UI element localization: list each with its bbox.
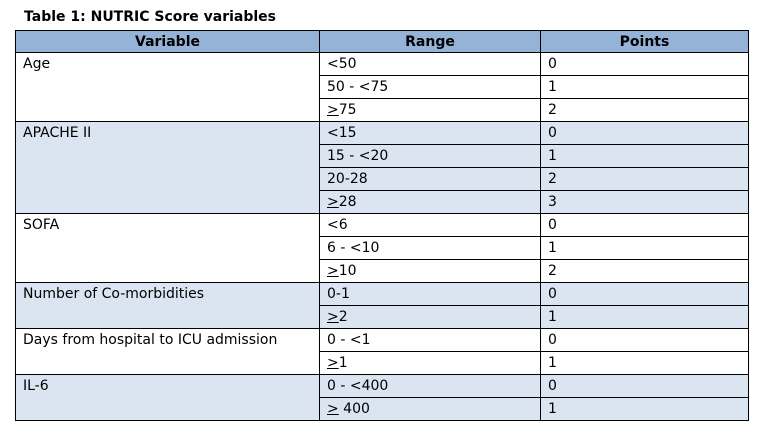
table-row: IL-6 0 - <400 0 bbox=[15, 374, 749, 421]
range-cell: >2 bbox=[319, 305, 541, 329]
points-cell: 3 bbox=[540, 190, 749, 214]
range-cell: >75 bbox=[319, 98, 541, 122]
points-cell: 0 bbox=[540, 121, 749, 145]
table-row: >10 2 bbox=[16, 259, 749, 283]
range-cell: 0 - <400 bbox=[319, 374, 541, 398]
range-cell: <50 bbox=[319, 52, 541, 76]
range-value: 0-1 bbox=[327, 286, 350, 302]
range-value: 6 - <10 bbox=[327, 240, 380, 256]
variable-cell: IL-6 bbox=[15, 374, 320, 421]
range-cell: 0 - <1 bbox=[319, 328, 541, 352]
range-cell: <6 bbox=[319, 213, 541, 237]
table-row: Number of Co-morbidities 0-1 0 bbox=[15, 282, 749, 329]
table-row: 6 - <10 1 bbox=[16, 236, 749, 260]
range-value: 10 bbox=[338, 263, 357, 279]
range-cell: 0-1 bbox=[319, 282, 541, 306]
table-row: Age <50 0 bbox=[15, 52, 749, 122]
table-row: APACHE II <15 0 bbox=[15, 121, 749, 214]
range-cell: >1 bbox=[319, 351, 541, 375]
range-cell: <15 bbox=[319, 121, 541, 145]
table-row: Days from hospital to ICU admission 0 - <… bbox=[15, 328, 749, 375]
range-value: 50 - <75 bbox=[327, 79, 389, 95]
greater-equal-sign: > bbox=[327, 355, 339, 371]
range-value: 20-28 bbox=[327, 171, 368, 187]
table-row: > 400 1 bbox=[16, 397, 749, 421]
greater-equal-sign: > bbox=[327, 263, 339, 279]
variable-cell: APACHE II bbox=[15, 121, 320, 214]
range-value: 28 bbox=[338, 194, 357, 210]
range-value: <6 bbox=[327, 217, 348, 233]
variable-cell: SOFA bbox=[15, 213, 320, 283]
points-cell: 1 bbox=[540, 75, 749, 99]
range-cell: 6 - <10 bbox=[319, 236, 541, 260]
header-range: Range bbox=[319, 30, 541, 53]
variable-cell: Age bbox=[15, 52, 320, 122]
points-cell: 1 bbox=[540, 351, 749, 375]
header-variable: Variable bbox=[15, 30, 320, 53]
range-value: <15 bbox=[327, 125, 357, 141]
greater-equal-sign: > bbox=[327, 309, 339, 325]
range-value: 0 - <400 bbox=[327, 378, 389, 394]
points-cell: 0 bbox=[540, 374, 749, 398]
variable-cell: Number of Co-morbidities bbox=[15, 282, 320, 329]
header-points: Points bbox=[540, 30, 749, 53]
range-value: 2 bbox=[338, 309, 348, 325]
nutric-score-table: Variable Range Points Age <50 0 50 - <75 1 >7… bbox=[15, 30, 749, 421]
points-cell: 0 bbox=[540, 282, 749, 306]
points-cell: 0 bbox=[540, 328, 749, 352]
points-cell: 0 bbox=[540, 213, 749, 237]
range-cell: >10 bbox=[319, 259, 541, 283]
range-value: 0 - <1 bbox=[327, 332, 371, 348]
table-row: 15 - <20 1 bbox=[16, 144, 749, 168]
table-body: Age <50 0 50 - <75 1 >75 2 APACHE II <15 0 15 - <2… bbox=[15, 52, 749, 421]
table-row: >2 1 bbox=[16, 305, 749, 329]
table-caption: Table 1: NUTRIC Score variables bbox=[24, 9, 277, 25]
range-cell: 50 - <75 bbox=[319, 75, 541, 99]
table-row: >28 3 bbox=[16, 190, 749, 214]
range-cell: > 400 bbox=[319, 397, 541, 421]
header-row: Variable Range Points bbox=[15, 30, 749, 53]
points-cell: 1 bbox=[540, 305, 749, 329]
range-value: <50 bbox=[327, 56, 357, 72]
range-value: 1 bbox=[338, 355, 348, 371]
range-value: 75 bbox=[338, 102, 357, 118]
variable-cell: Days from hospital to ICU admission bbox=[15, 328, 320, 375]
points-cell: 2 bbox=[540, 167, 749, 191]
range-value: 15 - <20 bbox=[327, 148, 389, 164]
table-row: >1 1 bbox=[16, 351, 749, 375]
points-cell: 1 bbox=[540, 397, 749, 421]
greater-equal-sign: > bbox=[327, 102, 339, 118]
table-row: SOFA <6 0 bbox=[15, 213, 749, 283]
points-cell: 2 bbox=[540, 98, 749, 122]
greater-equal-sign: > bbox=[327, 401, 339, 417]
points-cell: 1 bbox=[540, 236, 749, 260]
points-cell: 2 bbox=[540, 259, 749, 283]
table-row: 20-28 2 bbox=[16, 167, 749, 191]
points-cell: 1 bbox=[540, 144, 749, 168]
range-value: 400 bbox=[338, 401, 370, 417]
greater-equal-sign: > bbox=[327, 194, 339, 210]
range-cell: 15 - <20 bbox=[319, 144, 541, 168]
table-row: 50 - <75 1 bbox=[16, 75, 749, 99]
points-cell: 0 bbox=[540, 52, 749, 76]
range-cell: 20-28 bbox=[319, 167, 541, 191]
range-cell: >28 bbox=[319, 190, 541, 214]
